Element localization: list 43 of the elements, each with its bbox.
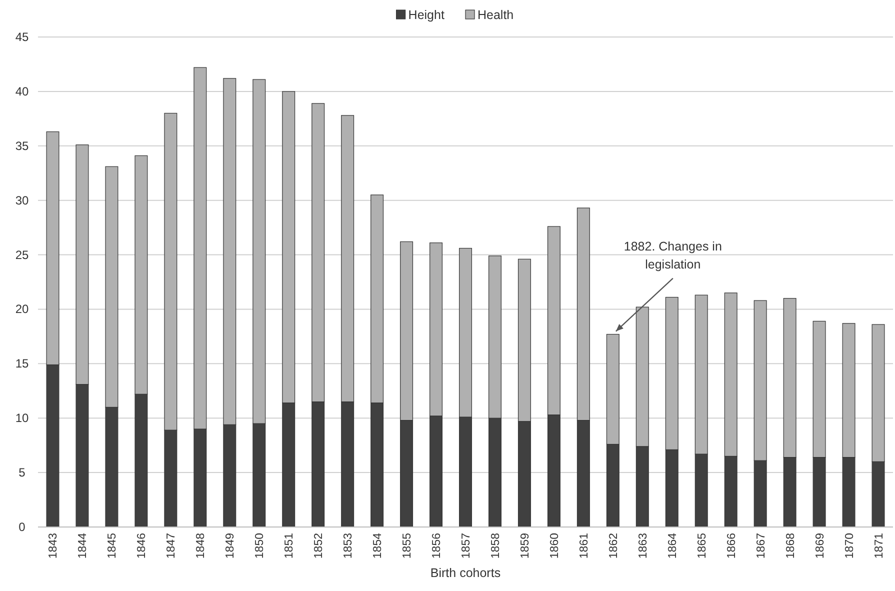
x-tick-label: 1865 [696,533,708,559]
x-tick-label: 1852 [313,533,326,559]
x-tick-label: 1858 [490,533,502,559]
x-tick-label: 1863 [637,533,650,559]
x-tick-label: 1853 [342,533,355,559]
x-tick-label: 1857 [460,533,472,559]
x-tick-label: 1859 [519,533,532,559]
y-tick-label: 40 [15,84,29,98]
y-tick-label: 10 [15,411,29,426]
y-tick-label: 30 [15,193,29,208]
y-tick-label: 15 [15,356,29,371]
x-tick-label: 1844 [77,532,90,559]
y-tick-label: 20 [15,302,29,316]
x-tick-label: 1869 [814,533,826,559]
x-tick-label: 1868 [784,533,797,559]
x-tick-label: 1856 [431,533,444,559]
x-axis-title: Birth cohorts [430,566,501,580]
y-tick-label: 0 [18,520,26,534]
x-tick-label: 1855 [402,533,414,559]
x-tick-label: 1848 [195,533,208,559]
annotation: 1882. Changes in legislation [624,239,722,272]
x-tick-label: 1847 [166,533,178,559]
legend-label: Health [478,8,514,22]
x-tick-label: 1851 [284,533,296,559]
y-tick-label: 25 [15,248,29,262]
x-tick-label: 1862 [608,533,620,559]
x-tick-label: 1843 [48,533,60,559]
x-tick-label: 1870 [844,533,856,559]
y-tick-label: 35 [15,138,29,153]
y-tick-label: 45 [15,30,29,44]
x-tick-label: 1846 [136,533,148,559]
x-tick-label: 1854 [372,532,384,559]
x-tick-label: 1845 [106,533,119,559]
x-tick-label: 1860 [548,533,561,559]
legend-label: Height [408,8,445,22]
x-tick-label: 1867 [755,533,768,559]
x-tick-label: 1871 [873,533,886,559]
x-tick-label: 1850 [254,533,266,559]
x-tick-label: 1861 [578,533,590,559]
x-tick-label: 1849 [224,533,237,559]
x-tick-label: 1864 [666,532,679,559]
x-tick-label: 1866 [726,533,738,559]
y-tick-label: 5 [18,466,26,480]
